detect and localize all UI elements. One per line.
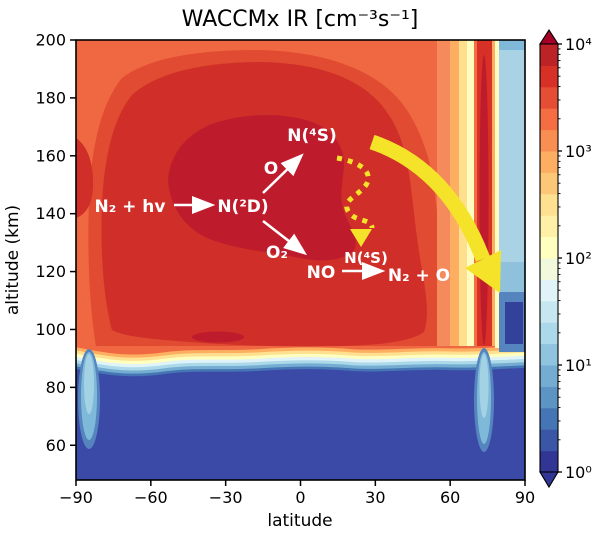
colorbar-tick-label: 10³ [565,142,592,161]
contour-field [76,40,525,480]
contour-darkest-red-core [168,115,356,261]
colorbar-band [540,193,558,216]
label-n2-o: N₂ + O [388,266,450,286]
colorbar-band [540,386,558,409]
arrow-n2d-to-n4s [262,153,304,194]
colorbar-band [540,300,558,323]
arrow-n2d-to-no [262,219,308,256]
contour-bottom-blue [76,368,525,480]
colorbar-band [540,129,558,152]
x-axis-label: latitude [267,511,332,531]
label-no: NO [307,263,336,283]
y-tick-label: 180 [35,88,66,107]
x-tick-label: 90 [515,488,535,507]
colorbar-arrow-top [538,28,560,45]
label-o2: O₂ [266,243,288,263]
label-o: O [264,159,278,179]
colorbar-tick-label: 10² [565,249,592,268]
x-tick-label: −30 [209,488,243,507]
y-tick-label: 80 [46,378,66,397]
colorbar-band [540,322,558,345]
colorbar-band [540,365,558,387]
colorbar-band [540,172,558,195]
contour-eregion-spot [192,331,244,343]
colorbar-band [540,108,558,131]
contour-left-plume [78,349,100,449]
label-n2d: N(²D) [217,197,268,217]
x-tick-label: −60 [134,488,168,507]
label-n4s-lower: N(⁴S) [344,249,388,267]
contour-auroral-column [437,40,499,348]
colorbar-band [540,279,558,302]
x-axis-ticks: −90 −60 −30 0 30 60 90 [59,480,535,507]
label-n2-hv: N₂ + hv [95,197,166,217]
colorbar-band [540,215,558,238]
x-tick-label: 60 [440,488,460,507]
yellow-transport-arrow [369,134,501,293]
x-tick-label: 30 [365,488,385,507]
colorbar-band [540,65,558,88]
contour-transition-band [76,346,525,378]
colorbar-band [540,44,558,66]
y-tick-label: 60 [46,436,66,455]
reaction-annotations: N₂ + hv N(²D) O O₂ N(⁴S) NO N(⁴S) N₂ + O [95,126,451,286]
contour-right-plume [474,348,494,452]
x-tick-label: 0 [295,488,305,507]
colorbar-tick-label: 10¹ [565,356,592,375]
colorbar-band [540,343,558,366]
y-tick-label: 100 [35,320,66,339]
colorbar: 10⁰ 10¹ 10² 10³ 10⁴ [538,28,592,489]
contour-left-edge-blob [76,138,94,218]
y-tick-label: 140 [35,204,66,223]
colorbar-arrow-bottom [539,471,559,489]
colorbar-band [540,258,558,280]
colorbar-tick-label: 10⁰ [565,463,592,482]
colorbar-band [540,86,558,109]
colorbar-band [540,450,558,473]
y-axis-ticks: 200 180 160 140 120 100 80 60 [35,31,76,455]
contour-polar-blue-column [499,40,525,352]
y-tick-label: 200 [35,31,66,50]
y-tick-label: 120 [35,262,66,281]
y-tick-label: 160 [35,146,66,165]
colorbar-band [540,236,558,259]
label-n4s-upper: N(⁴S) [287,126,336,146]
yellow-dashed-squiggle-arrow [336,155,375,247]
colorbar-band [540,429,558,452]
plot-title: WACCMx IR [cm⁻³s⁻¹] [182,7,419,32]
colorbar-tick-label: 10⁴ [565,35,592,54]
y-axis-label: altitude (km) [3,205,23,315]
colorbar-band [540,151,558,173]
colorbar-band [540,407,558,430]
x-tick-label: −90 [59,488,93,507]
